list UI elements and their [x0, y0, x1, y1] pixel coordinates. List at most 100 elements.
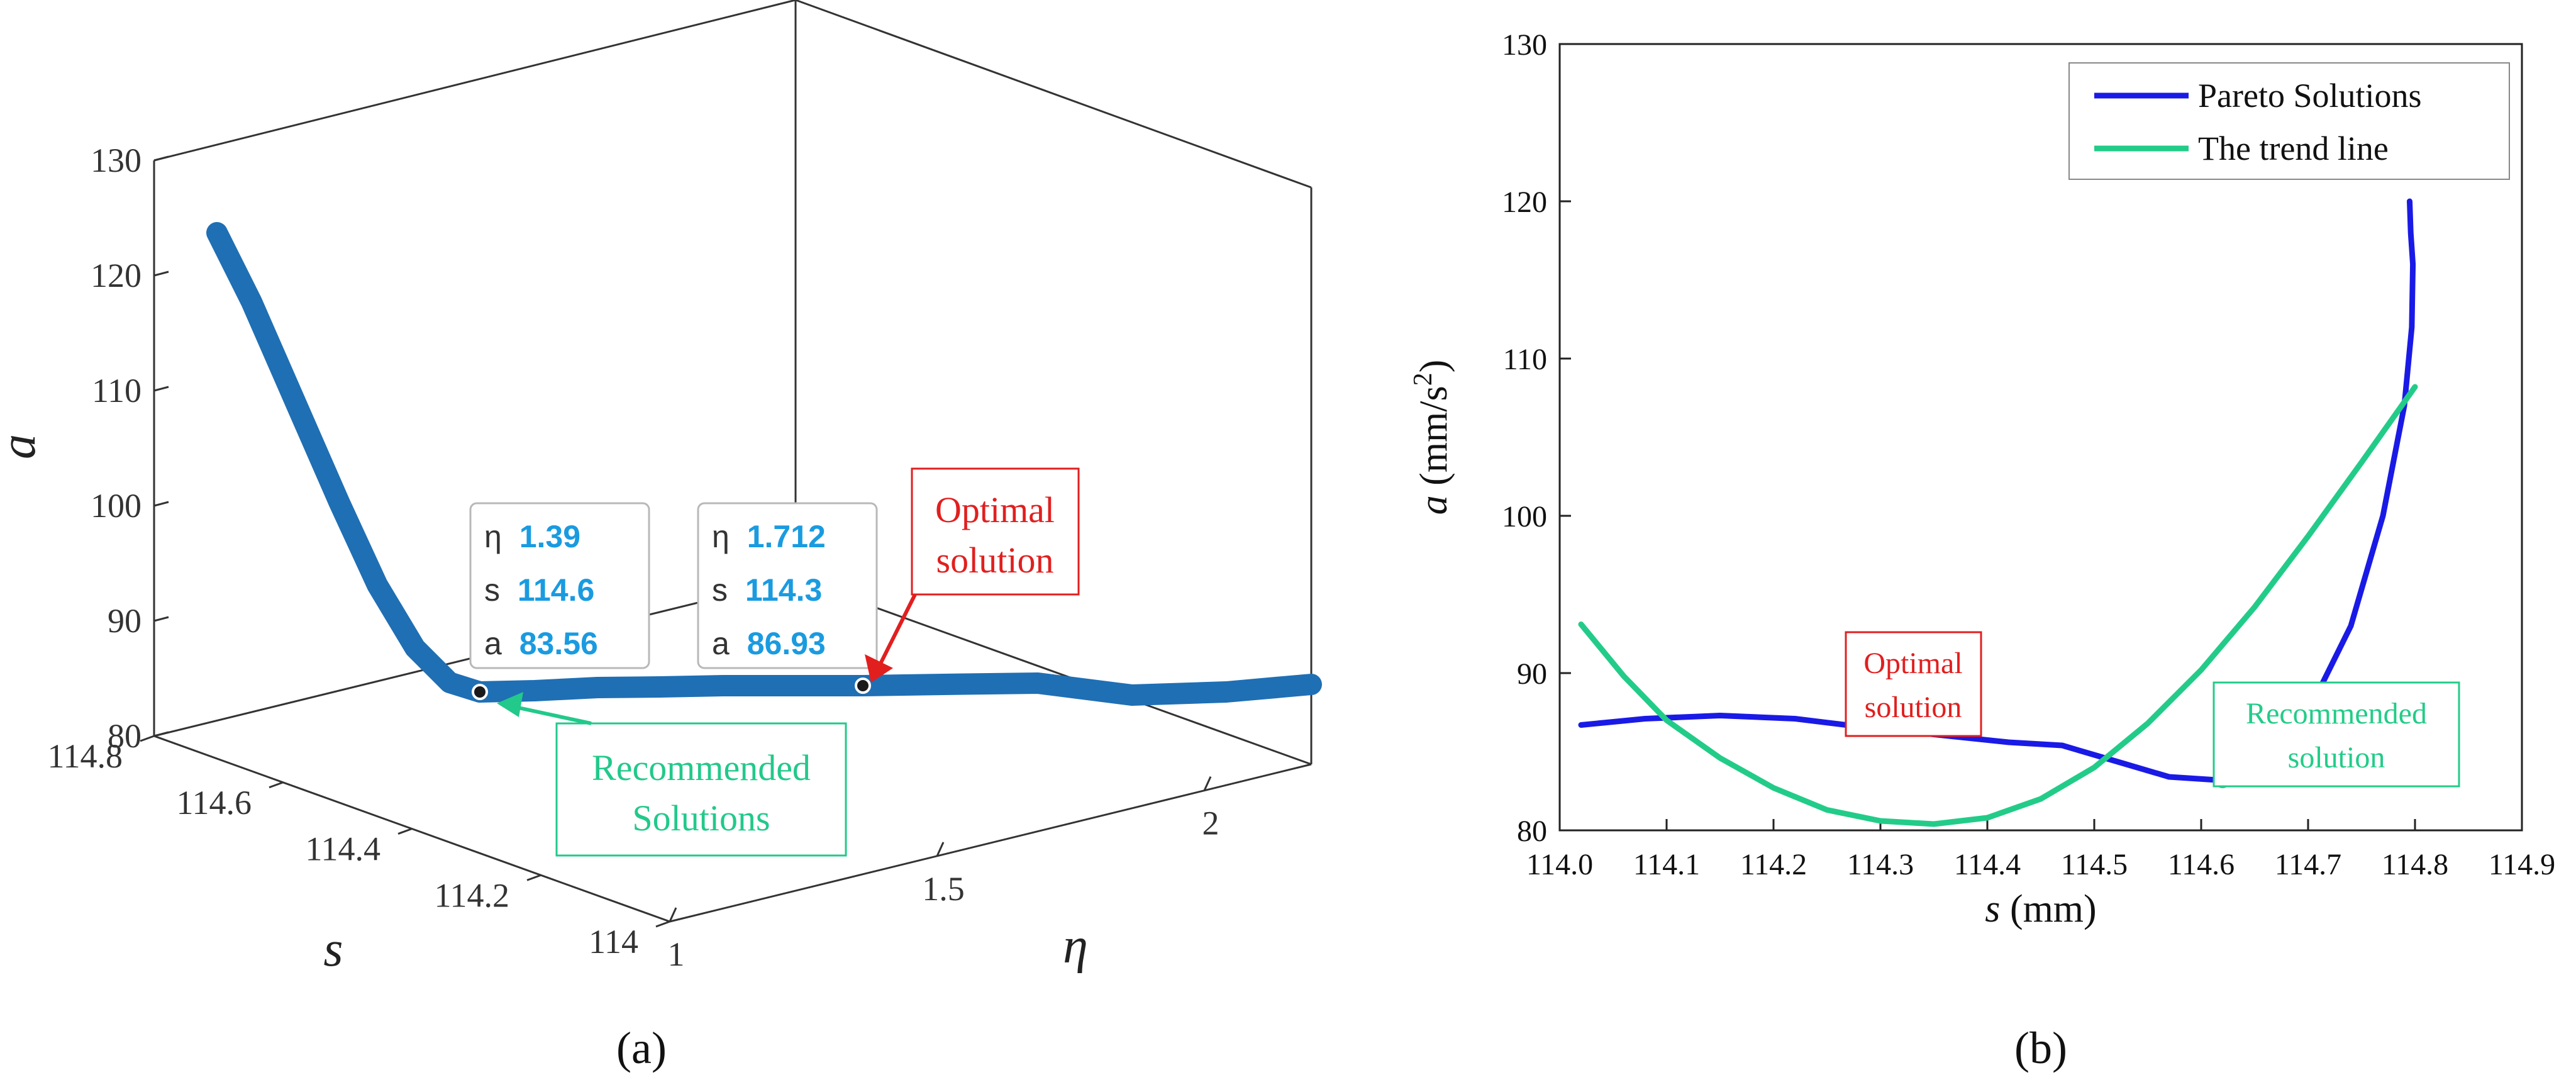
recommended-point [472, 684, 488, 700]
recommended-annotation-a: Recommended Solutions [497, 692, 847, 857]
pareto-point-3d [294, 401, 297, 404]
tip2-s-value: 114.3 [745, 572, 822, 608]
x-axis-label-b: s (mm) [1985, 888, 2096, 930]
y-axis-label-b: a (mm/s2) [1409, 360, 1455, 515]
pareto-point-3d [596, 686, 599, 689]
pareto-point-3d [721, 684, 725, 688]
a-tick-label: 120 [91, 257, 142, 294]
legend-pareto-label: Pareto Solutions [2198, 77, 2422, 114]
x-tick-label-b: 114.0 [1526, 848, 1593, 881]
a-tick-label: 80 [108, 717, 142, 755]
s-tick-label: 114.8 [48, 737, 123, 775]
y-tick-label-b: 120 [1502, 186, 1547, 219]
svg-text:η 1.39: η 1.39 [484, 519, 580, 554]
eta-axis-label: η [1063, 918, 1088, 974]
eta-tick-label: 1.5 [922, 870, 965, 908]
a-tick-mark [153, 270, 169, 277]
tip1-s-value: 114.6 [518, 572, 594, 608]
rec-b-line2: solution [2288, 741, 2385, 774]
pareto-point-3d [784, 684, 788, 688]
datatip-optimal: η 1.712 s 114.3 a 86.93 [697, 502, 878, 669]
opt-b-line1: Optimal [1863, 647, 1962, 680]
datatip-recommended: η 1.39 s 114.6 a 83.56 [469, 502, 650, 669]
recommended-annotation-b: Recommended solution [2212, 681, 2460, 788]
optimal-line2: solution [936, 540, 1054, 581]
pareto-point-3d [1036, 681, 1040, 685]
panel-b-label: (b) [2014, 1023, 2067, 1073]
svg-text:a 83.56: a 83.56 [484, 626, 598, 661]
plot-area-b [1558, 43, 2523, 832]
pareto-point-3d [941, 683, 945, 686]
legend: Pareto Solutions The trend line [2068, 62, 2510, 180]
opt-b-line2: solution [1865, 691, 1962, 724]
panel-a-3d-plot: 80 90 100 110 120 130 114 114.2 114.4 114.6 114.8… [0, 0, 1322, 1073]
y-tick-label-b: 110 [1503, 343, 1547, 376]
optimal-point [855, 677, 871, 694]
s-tick-label: 114 [589, 923, 638, 961]
pareto-point-3d [375, 583, 379, 587]
recommended-line1: Recommended [592, 747, 811, 788]
s-tick-mark [655, 920, 670, 928]
tip1-eta-value: 1.39 [519, 519, 580, 554]
pareto-point-3d [338, 501, 341, 505]
x-tick-label-b: 114.9 [2489, 848, 2555, 881]
pareto-solutions-line [1578, 198, 2416, 783]
a-tick-label: 90 [108, 602, 142, 640]
tip2-eta-value: 1.712 [747, 519, 826, 554]
tip1-eta-label: η [484, 519, 502, 554]
pareto-point-3d [533, 689, 536, 693]
y-tick-label-b: 90 [1517, 657, 1547, 691]
tip2-eta-label: η [712, 519, 730, 554]
panel-b-2d-plot: 114.0 114.1 114.2 114.3 114.4 114.5 114.6 114.7… [1409, 28, 2555, 1073]
z-axis-label: a [0, 434, 46, 459]
optimal-line1: Optimal [935, 489, 1055, 530]
recommended-line2: Solutions [632, 798, 770, 839]
x-tick-label-b: 114.7 [2275, 848, 2341, 881]
recommended-arrow-icon [497, 692, 523, 717]
eta-tick-mark [1203, 776, 1212, 791]
trend-line [1578, 384, 2418, 827]
y-tick-label-b: 130 [1502, 28, 1547, 62]
s-tick-label: 114.2 [435, 876, 510, 914]
optimal-annotation-a: Optimal solution [865, 467, 1080, 683]
a-tick-label: 100 [91, 487, 142, 525]
a-tick-label: 130 [91, 142, 142, 179]
panel-a-label: (a) [616, 1023, 667, 1073]
a-tick-label: 110 [92, 372, 142, 410]
eta-tick-mark [669, 907, 677, 922]
a-tick-mark [153, 731, 169, 737]
rec-b-line1: Recommended [2246, 697, 2427, 730]
eta-tick-label: 1 [668, 935, 685, 973]
s-tick-label: 114.6 [177, 784, 252, 822]
svg-text:s 114.6: s 114.6 [484, 572, 594, 608]
a-tick-mark [153, 155, 169, 162]
pareto-point-3d [658, 685, 662, 689]
pareto-point-3d [413, 646, 417, 650]
s-tick-mark [140, 735, 155, 742]
x-tick-label-b: 114.2 [1740, 848, 1807, 881]
y-tick-label-b: 80 [1517, 815, 1547, 848]
x-tick-label-b: 114.5 [2061, 848, 2128, 881]
x-tick-label-b: 114.1 [1633, 848, 1700, 881]
x-tick-label-b: 114.3 [1847, 848, 1914, 881]
pareto-point-3d [1130, 693, 1134, 697]
s-tick-mark [526, 874, 541, 881]
optimal-arrow-icon [865, 654, 893, 683]
x-tick-label-b: 114.6 [2168, 848, 2235, 881]
optimal-annotation-b: Optimal solution [1845, 631, 1982, 737]
tip2-a-label: a [712, 626, 730, 661]
s-axis-label: s [323, 922, 343, 977]
s-tick-label: 114.4 [306, 830, 381, 868]
pareto-point-3d [448, 681, 452, 684]
tip1-s-label: s [484, 572, 500, 608]
eta-tick-mark [936, 842, 945, 857]
eta-tick-label: 2 [1202, 805, 1219, 842]
pareto-point-3d [1309, 683, 1313, 686]
a-tick-mark [153, 501, 169, 507]
x-tick-label-b: 114.8 [2382, 848, 2448, 881]
y-tick-label-b: 100 [1502, 500, 1547, 533]
tip2-a-value: 86.93 [747, 626, 826, 661]
s-tick-mark [397, 828, 413, 835]
tip2-s-label: s [712, 572, 728, 608]
